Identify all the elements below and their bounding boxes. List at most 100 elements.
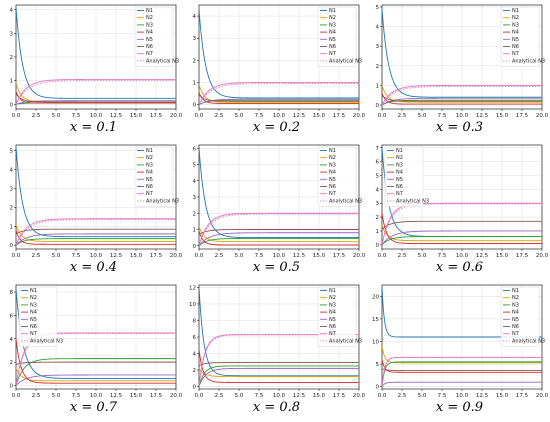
y-tick-label: 3 bbox=[10, 186, 14, 192]
series-line-n4 bbox=[16, 338, 176, 384]
legend-label: N1 bbox=[146, 8, 153, 14]
legend-box bbox=[317, 6, 357, 67]
legend-label: N3 bbox=[146, 22, 153, 28]
chart-svg: 0.0 2.5 5.0 7.5 10.0 12.5 15.0 17.5 20.0 0 1 2 3 4 5 6 N… bbox=[193, 144, 366, 259]
chart-panel-8: 0.0 2.5 5.0 7.5 10.0 12.5 15.0 17.5 20.0 0 2 4 6 8 10 1… bbox=[185, 282, 368, 422]
x-tick-label: 5.0 bbox=[52, 113, 61, 119]
legend-label: N7 bbox=[146, 191, 153, 197]
legend-label: N3 bbox=[512, 302, 519, 308]
chart-panel-9: 0.0 2.5 5.0 7.5 10.0 12.5 15.0 17.5 20.0 0 5 10 15 20… bbox=[368, 282, 550, 422]
chart-panel-6: 0.0 2.5 5.0 7.5 10.0 12.5 15.0 17.5 20.0 0 1 2 3 4 5 6 7… bbox=[368, 142, 550, 282]
x-tick-label: 15.0 bbox=[313, 393, 326, 399]
series-line-n7 bbox=[16, 218, 176, 246]
x-tick-label: 10.0 bbox=[456, 253, 469, 259]
legend-label: N4 bbox=[146, 170, 153, 176]
series-line-n1 bbox=[16, 7, 176, 99]
series-line-n5 bbox=[382, 381, 542, 388]
legend-label: N1 bbox=[512, 288, 519, 294]
legend-label: N2 bbox=[329, 155, 336, 161]
y-tick-label: 1 bbox=[193, 80, 197, 86]
series-line-n6 bbox=[199, 362, 359, 367]
y-tick-label: 5 bbox=[10, 149, 14, 155]
y-tick-label: 1 bbox=[376, 83, 380, 89]
legend-label: N2 bbox=[512, 15, 519, 21]
x-tick-label: 10.0 bbox=[456, 393, 469, 399]
legend-label: N4 bbox=[396, 170, 403, 176]
x-tick-label: 17.5 bbox=[150, 393, 163, 399]
chart-panel-2: 0.0 2.5 5.0 7.5 10.0 12.5 15.0 17.5 20.0 0 1 2 3 4 N1 N… bbox=[185, 2, 368, 142]
y-tick-label: 3 bbox=[376, 201, 380, 207]
legend-label: N6 bbox=[146, 44, 153, 50]
legend-label: N1 bbox=[146, 148, 153, 154]
legend-label: Analytical N3 bbox=[329, 338, 362, 344]
legend-label: N6 bbox=[396, 184, 403, 190]
y-tick-label: 0 bbox=[193, 103, 197, 109]
chart-panel-3: 0.0 2.5 5.0 7.5 10.0 12.5 15.0 17.5 20.0 0 1 2 3 4 5 N1… bbox=[368, 2, 550, 142]
legend-label: N3 bbox=[329, 302, 336, 308]
series-line-analytical-n3 bbox=[382, 357, 542, 387]
y-tick-label: 3 bbox=[376, 44, 380, 50]
series-line-n2 bbox=[382, 345, 542, 364]
x-tick-label: 0.0 bbox=[378, 113, 387, 119]
series-line-n5 bbox=[199, 367, 359, 387]
x-tick-label: 15.0 bbox=[313, 113, 326, 119]
legend-label: N6 bbox=[329, 44, 336, 50]
legend-label: N1 bbox=[396, 148, 403, 154]
legend-label: N4 bbox=[30, 310, 37, 316]
series-line-n7 bbox=[199, 212, 359, 246]
y-tick-label: 4 bbox=[193, 352, 197, 358]
legend-label: N4 bbox=[329, 30, 336, 36]
series-line-n1 bbox=[199, 9, 359, 99]
legend-label: N2 bbox=[512, 295, 519, 301]
series-line-n6 bbox=[382, 368, 542, 371]
x-tick-label: 2.5 bbox=[32, 393, 41, 399]
x-tick-label: 20.0 bbox=[536, 393, 549, 399]
panel-caption: x = 0.3 bbox=[435, 120, 484, 135]
legend-label: N7 bbox=[329, 331, 336, 337]
series-line-n3 bbox=[382, 236, 542, 246]
panel-caption: x = 0.9 bbox=[435, 400, 484, 415]
legend-label: N7 bbox=[146, 51, 153, 57]
y-tick-label: 2 bbox=[193, 58, 197, 64]
y-tick-label: 0 bbox=[193, 385, 197, 391]
series-line-analytical-n3 bbox=[382, 203, 542, 245]
x-tick-label: 17.5 bbox=[150, 113, 163, 119]
x-tick-label: 0.0 bbox=[195, 253, 204, 259]
y-tick-label: 4 bbox=[376, 25, 380, 31]
series-group bbox=[382, 8, 542, 106]
x-tick-label: 2.5 bbox=[398, 113, 407, 119]
legend-label: N2 bbox=[146, 155, 153, 161]
chart-svg: 0.0 2.5 5.0 7.5 10.0 12.5 15.0 17.5 20.0 0 1 2 3 4 5 N1… bbox=[376, 4, 549, 119]
legend-label: Analytical N3 bbox=[396, 198, 429, 204]
x-tick-label: 0.0 bbox=[378, 393, 387, 399]
legend-box bbox=[384, 146, 424, 207]
series-line-analytical-n3 bbox=[16, 219, 176, 246]
y-tick-label: 3 bbox=[193, 36, 197, 42]
legend-box bbox=[317, 146, 357, 207]
x-tick-label: 2.5 bbox=[32, 113, 41, 119]
series-line-n6 bbox=[16, 93, 176, 103]
series-group bbox=[199, 287, 359, 387]
x-tick-label: 7.5 bbox=[255, 253, 264, 259]
series-line-n1 bbox=[16, 288, 176, 379]
legend-label: N7 bbox=[512, 331, 519, 337]
series-line-analytical-n3 bbox=[16, 333, 176, 386]
legend-label: Analytical N3 bbox=[329, 198, 362, 204]
x-tick-label: 15.0 bbox=[313, 253, 326, 259]
x-tick-label: 20.0 bbox=[353, 253, 366, 259]
series-line-analytical-n3 bbox=[16, 80, 176, 105]
x-tick-label: 15.0 bbox=[130, 113, 143, 119]
x-tick-label: 15.0 bbox=[496, 253, 509, 259]
legend-label: N5 bbox=[329, 37, 336, 43]
legend-label: N5 bbox=[329, 177, 336, 183]
series-line-n6 bbox=[382, 220, 542, 230]
chart-svg: 0.0 2.5 5.0 7.5 10.0 12.5 15.0 17.5 20.0 0 1 2 3 4 5 N1… bbox=[10, 144, 183, 259]
y-tick-label: 4 bbox=[193, 14, 197, 20]
legend-label: N4 bbox=[329, 310, 336, 316]
x-tick-label: 2.5 bbox=[215, 113, 224, 119]
legend-label: N4 bbox=[512, 30, 519, 36]
legend-label: N2 bbox=[329, 295, 336, 301]
